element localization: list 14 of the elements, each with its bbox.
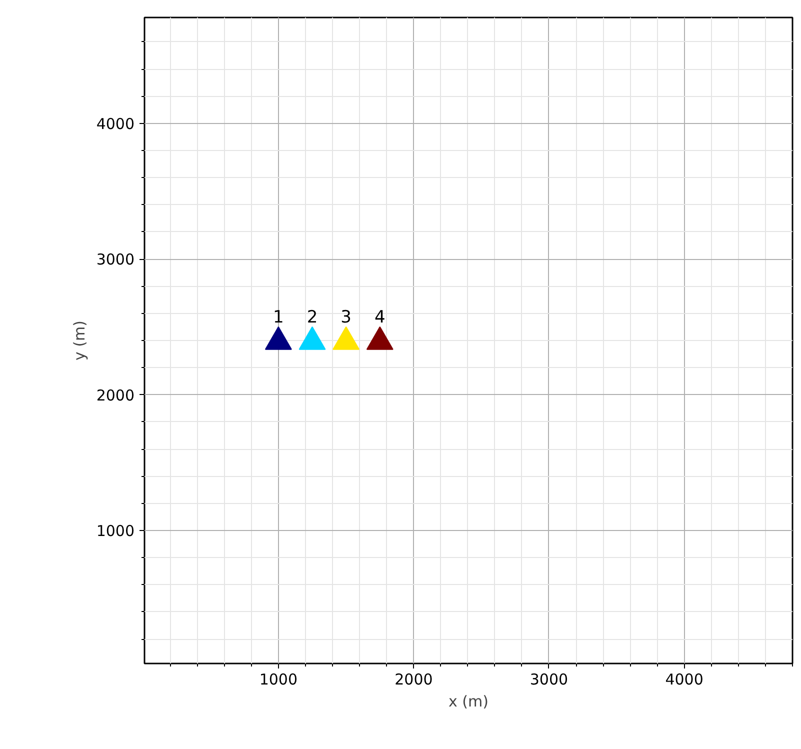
y-tick-label: 3000 [96,250,135,269]
y-tick-label: 1000 [96,522,135,540]
x-tick-label: 2000 [394,670,433,688]
x-tick-label: 1000 [259,670,298,688]
series-label: 2 [306,307,318,328]
x-tick-label: 3000 [530,670,568,688]
series-label: 4 [374,307,386,328]
y-axis-title: y (m) [70,320,88,360]
y-tick-label: 2000 [96,386,135,404]
x-axis-title: x (m) [448,692,488,710]
series-label: 1 [273,307,284,328]
x-tick-label: 4000 [665,670,704,688]
y-tick-label: 4000 [96,114,135,133]
series-label: 3 [340,307,352,328]
